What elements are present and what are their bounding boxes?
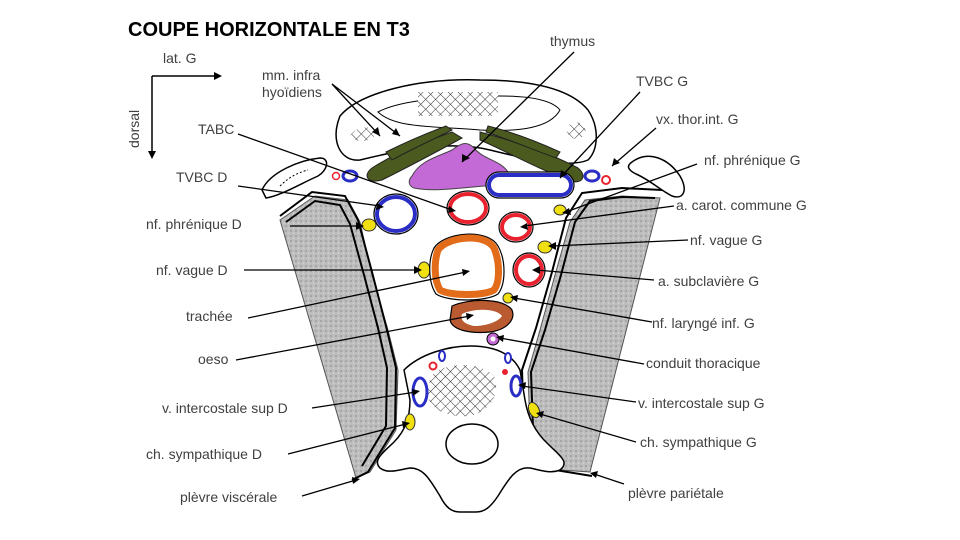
esophagus: [449, 299, 514, 334]
infrahyoid-muscles: [366, 125, 584, 183]
tvbc-left: [487, 173, 573, 197]
labels: thymus mm. infra hyoïdiens TVBC G vx. th…: [146, 33, 807, 505]
trachea: [429, 233, 505, 301]
orientation-indicator: lat. G dorsal: [126, 50, 222, 159]
label-v-intercostale-sup-d: v. intercostale sup D: [162, 400, 288, 416]
vagus-nerve-left: [537, 240, 553, 254]
label-nf-vague-d: nf. vague D: [156, 262, 228, 278]
label-tvbc-g: TVBC G: [636, 73, 688, 89]
label-hyoidiens: hyoïdiens: [262, 84, 322, 100]
label-nf-phrenique-d: nf. phrénique D: [146, 216, 242, 232]
label-conduit-thoracique: conduit thoracique: [646, 355, 761, 371]
arteries: [331, 171, 611, 375]
left-common-carotid: [500, 213, 532, 241]
sympathetic-chain-left: [527, 401, 541, 419]
vertebral-canal: [445, 423, 499, 465]
label-a-subclaviere-g: a. subclavière G: [658, 273, 759, 289]
label-nf-vague-g: nf. vague G: [690, 232, 762, 248]
label-vx-thor-int-g: vx. thor.int. G: [656, 111, 738, 127]
thoracic-int-vessel-left: [583, 169, 601, 183]
pleura-right: [279, 190, 398, 481]
phrenic-nerve-left: [553, 204, 567, 216]
label-plevre-parietale: plèvre pariétale: [628, 485, 724, 501]
intercostal-vein-left: [509, 374, 523, 398]
label-plevre-viscerale: plèvre viscérale: [180, 489, 277, 505]
clavicle-left: [627, 155, 685, 198]
left-lung: [527, 195, 661, 473]
label-ch-sympathique-g: ch. sympathique G: [640, 434, 757, 450]
phrenic-nerve-right: [361, 218, 377, 232]
label-v-intercostale-sup-g: v. intercostale sup G: [638, 395, 765, 411]
label-ch-sympathique-d: ch. sympathique D: [146, 446, 262, 462]
lateral-label: lat. G: [163, 50, 196, 66]
label-trachee: trachée: [186, 308, 233, 324]
label-tvbc-d: TVBC D: [176, 169, 227, 185]
label-nf-phrenique-g: nf. phrénique G: [704, 152, 801, 168]
label-mm-infra: mm. infra: [262, 67, 321, 83]
label-nf-larynge-inf-g: nf. laryngé inf. G: [652, 315, 755, 331]
pointer-lines: [235, 51, 698, 497]
sympathetic-chain-right: [404, 413, 416, 431]
label-oeso: oeso: [198, 351, 229, 367]
tvbc-right: [375, 195, 417, 233]
thoracic-duct: [486, 332, 500, 346]
label-tabc: TABC: [198, 121, 234, 137]
page-title: COUPE HORIZONTALE EN T3: [128, 19, 410, 41]
label-a-carot-commune-g: a. carot. commune G: [676, 197, 807, 213]
label-thymus: thymus: [550, 33, 595, 49]
dorsal-label: dorsal: [126, 110, 142, 148]
